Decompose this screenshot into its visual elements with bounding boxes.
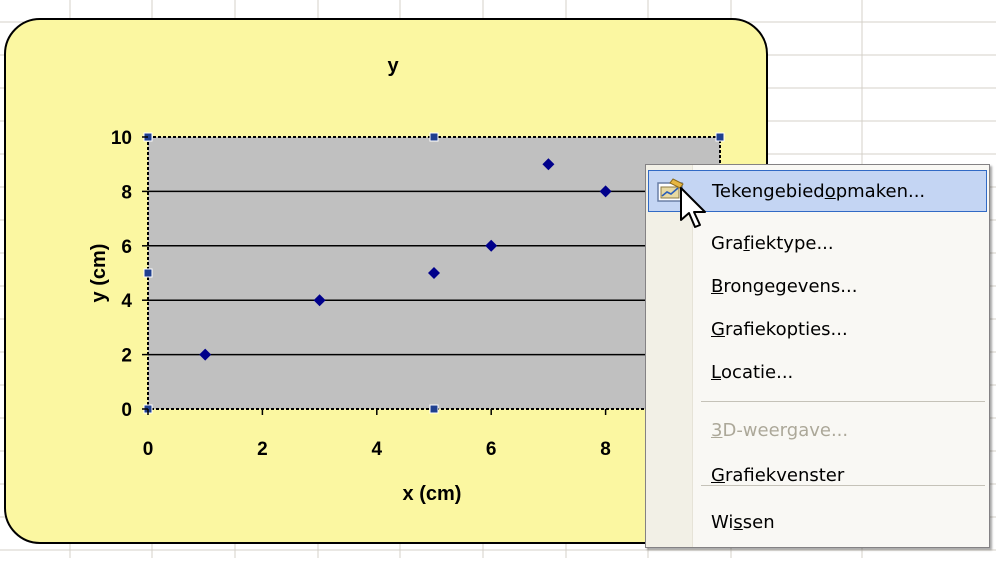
resize-handle[interactable] xyxy=(429,404,439,414)
chart-title[interactable]: y xyxy=(387,55,399,77)
menu-icon-gutter xyxy=(646,165,693,547)
y-tick-label: 0 xyxy=(121,400,132,421)
data-point[interactable] xyxy=(542,158,555,171)
menu-separator xyxy=(701,401,985,402)
menu-item-label-post: D-weergave... xyxy=(722,419,849,441)
menu-item-label-post: rafiekvenster xyxy=(724,464,845,486)
x-tick-label: 2 xyxy=(257,439,268,460)
menu-item-3d-weergave: 3 D-weergave... xyxy=(648,409,987,451)
menu-item-label-pre: Gra xyxy=(711,232,744,254)
data-point[interactable] xyxy=(485,239,498,252)
x-tick-label: 4 xyxy=(372,439,383,460)
menu-item-accelerator: B xyxy=(711,275,724,297)
y-tick-label: 8 xyxy=(121,182,132,203)
menu-item-accelerator: o xyxy=(824,180,836,202)
data-points xyxy=(199,158,612,361)
y-tick-label: 2 xyxy=(121,346,132,367)
menu-item-accelerator: G xyxy=(711,318,725,340)
menu-item-label-post: sen xyxy=(742,511,775,533)
resize-handle[interactable] xyxy=(143,268,153,278)
x-axis-tick-labels: 0 2 4 6 8 xyxy=(143,409,611,460)
menu-separator xyxy=(701,485,985,486)
menu-item-grafiektype[interactable]: Gra f iektype... xyxy=(648,222,987,264)
menu-item-accelerator: f xyxy=(743,232,750,254)
menu-item-accelerator: G xyxy=(711,464,725,486)
x-tick-label: 0 xyxy=(143,439,154,460)
menu-item-label-post: ocatie... xyxy=(721,361,794,383)
y-tick-label: 10 xyxy=(111,128,132,149)
x-tick-label: 6 xyxy=(486,439,497,460)
data-point[interactable] xyxy=(428,267,440,279)
menu-item-label-post: pmaken... xyxy=(835,180,926,202)
arrow-pointer-icon xyxy=(680,187,706,228)
y-axis-tick-labels: 0 2 4 6 8 10 xyxy=(111,128,148,421)
y-axis-title[interactable]: y (cm) xyxy=(88,244,110,303)
y-tick-label: 6 xyxy=(121,237,132,258)
data-point[interactable] xyxy=(599,185,612,198)
menu-item-accelerator: 3 xyxy=(711,419,723,441)
menu-item-tekengebied-opmaken[interactable]: Tekengebied o pmaken... xyxy=(648,170,987,212)
resize-handle[interactable] xyxy=(715,132,725,142)
menu-item-label-post: iektype... xyxy=(749,232,834,254)
y-tick-label: 4 xyxy=(121,291,132,312)
data-point[interactable] xyxy=(313,294,326,307)
menu-item-label-pre: Wi xyxy=(711,511,734,533)
x-axis-title[interactable]: x (cm) xyxy=(403,483,462,505)
gridlines xyxy=(148,190,720,356)
x-tick-label: 8 xyxy=(600,439,611,460)
menu-item-accelerator: L xyxy=(711,361,722,383)
menu-item-wissen[interactable]: Wi s sen xyxy=(648,501,987,543)
menu-item-label-pre: Tekengebied xyxy=(712,180,825,202)
data-point[interactable] xyxy=(199,348,212,361)
resize-handle[interactable] xyxy=(429,132,439,142)
menu-item-label-post: rafiekopties... xyxy=(724,318,848,340)
menu-item-accelerator: s xyxy=(733,511,743,533)
format-plot-area-icon xyxy=(657,178,684,202)
menu-item-label-post: rongegevens... xyxy=(723,275,858,297)
